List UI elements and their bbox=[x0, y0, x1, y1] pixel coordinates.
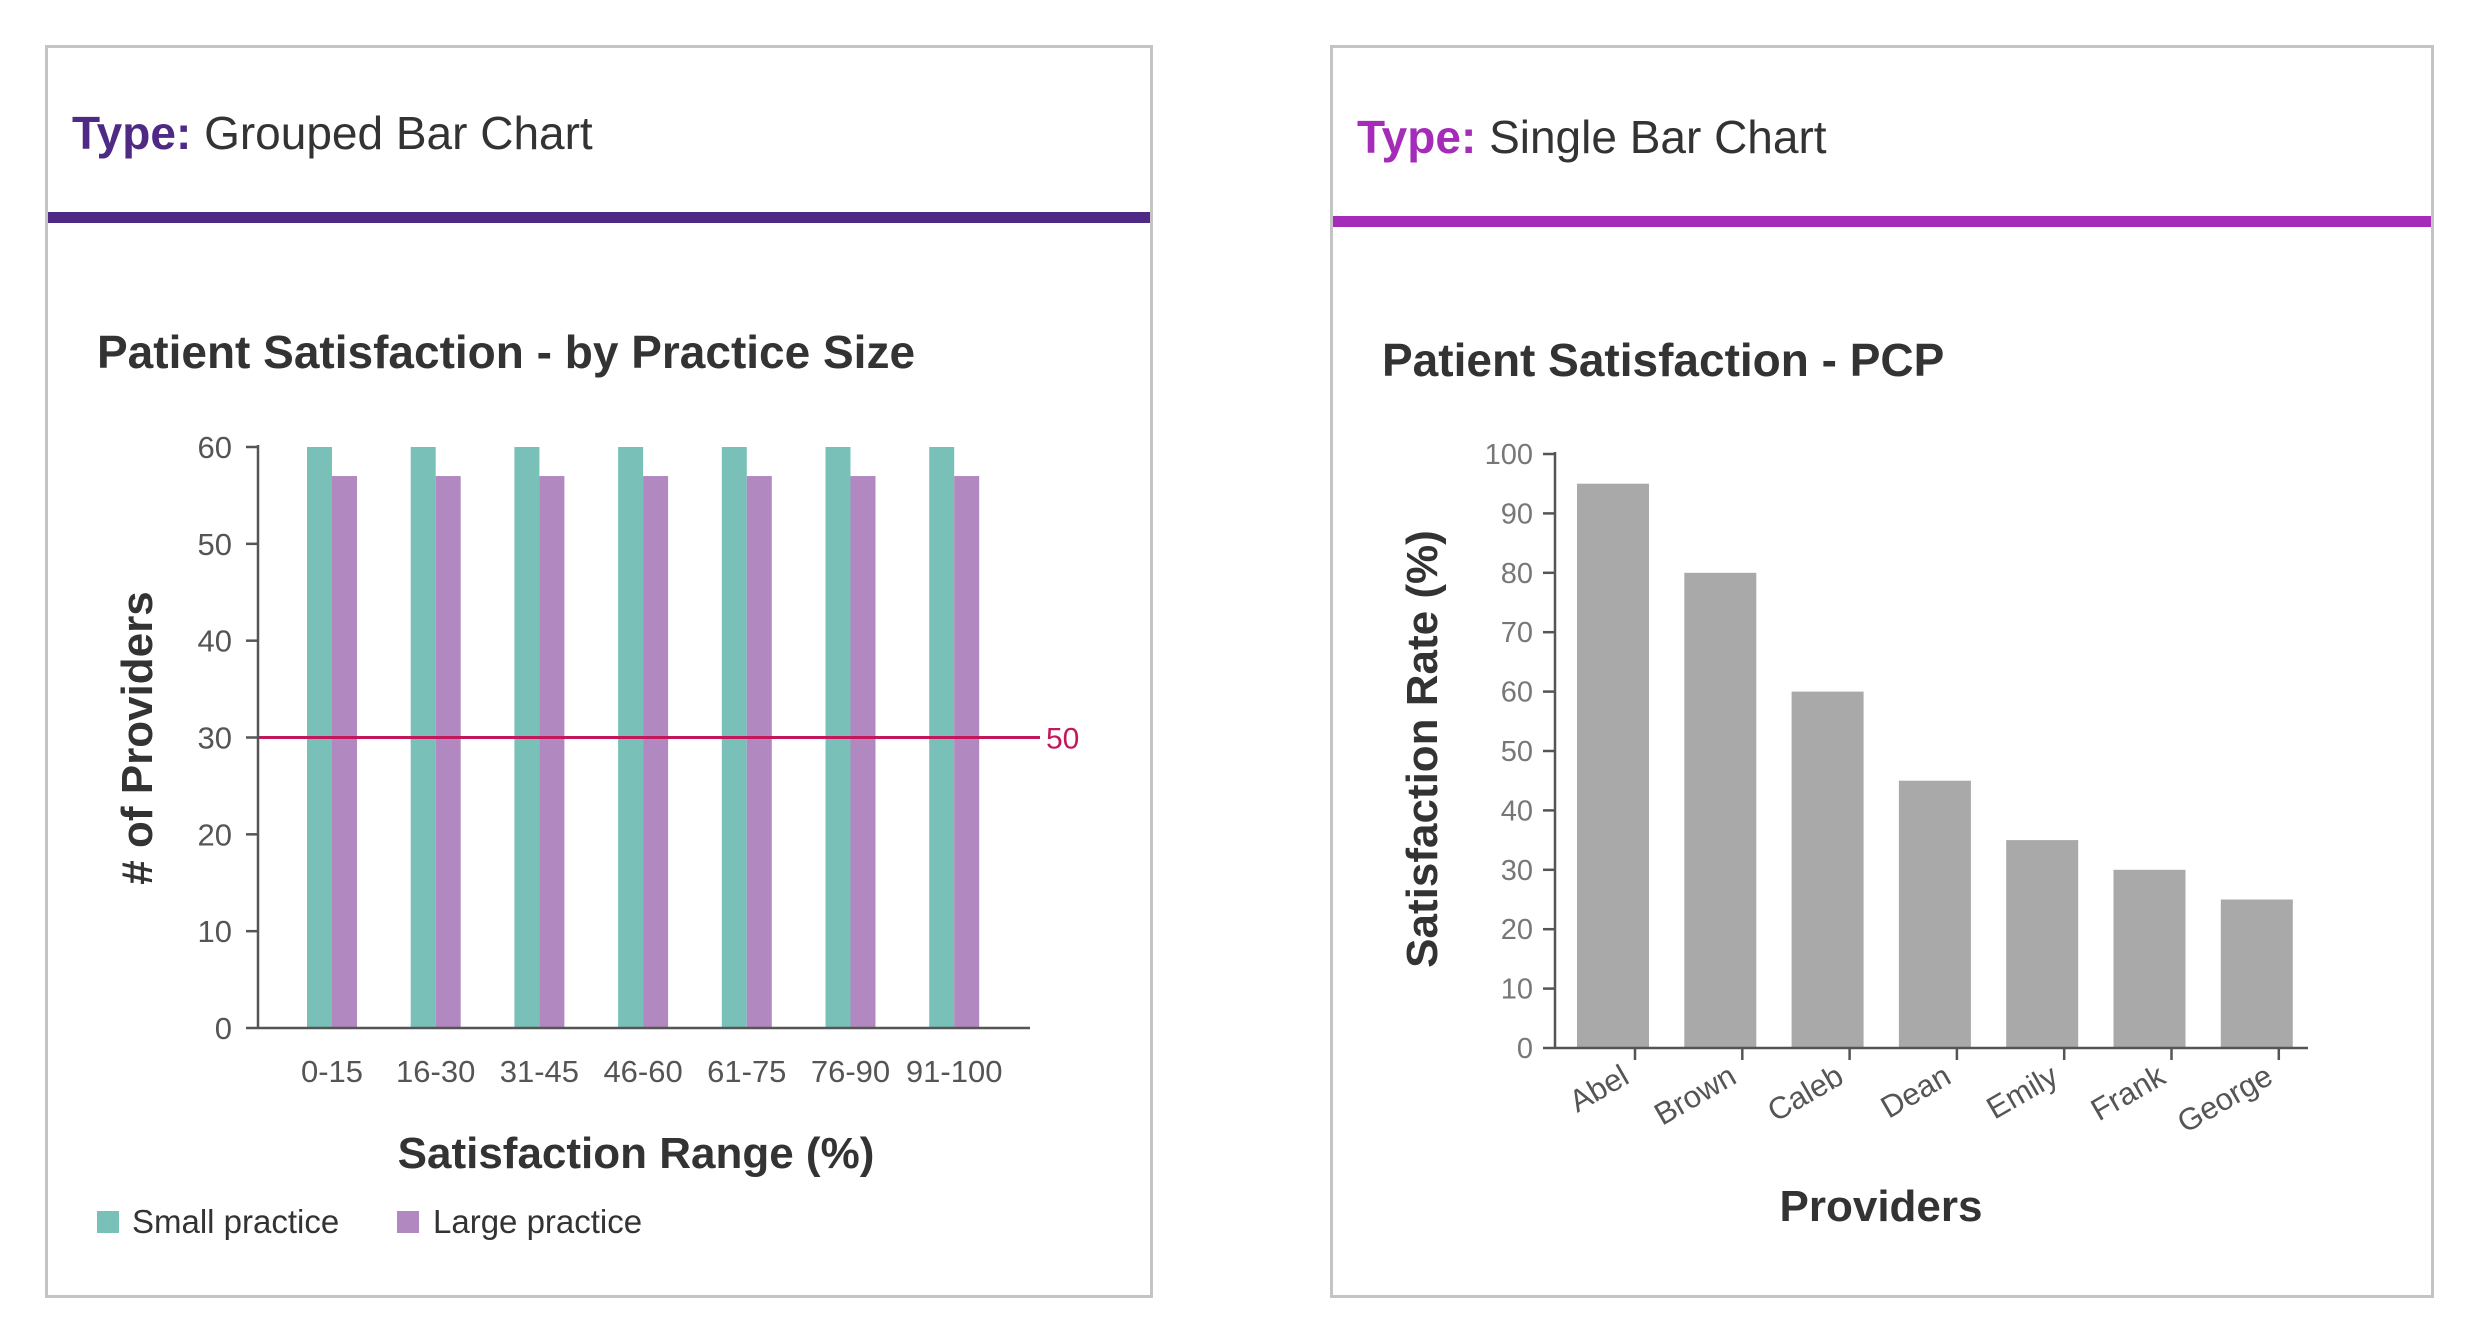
y-tick-label: 20 bbox=[1501, 914, 1533, 946]
y-axis-title: # of Providers bbox=[113, 591, 162, 884]
chart-title: Patient Satisfaction - PCP bbox=[1382, 334, 1944, 386]
y-tick-label: 30 bbox=[1501, 855, 1533, 887]
legend-swatch-large-practice bbox=[397, 1211, 419, 1233]
y-tick-label: 20 bbox=[198, 817, 232, 852]
bar-large-practice bbox=[954, 476, 980, 1028]
y-tick-label: 60 bbox=[198, 430, 232, 465]
x-tick-label: 46-60 bbox=[603, 1054, 682, 1089]
y-tick-label: 0 bbox=[215, 1011, 232, 1046]
reference-line-label: 50 bbox=[1046, 723, 1079, 756]
y-tick-label: 10 bbox=[198, 914, 232, 949]
x-tick-label: 31-45 bbox=[500, 1054, 579, 1089]
provider-bar bbox=[1577, 483, 1649, 1048]
y-tick-label: 30 bbox=[198, 721, 232, 756]
x-tick-label: Dean bbox=[1875, 1058, 1957, 1125]
x-tick-label: 61-75 bbox=[707, 1054, 786, 1089]
chart-title: Patient Satisfaction - by Practice Size bbox=[97, 326, 915, 378]
bar-large-practice bbox=[643, 476, 669, 1028]
type-value: Single Bar Chart bbox=[1489, 111, 1827, 163]
y-tick-label: 40 bbox=[198, 624, 232, 659]
legend-swatch-small-practice bbox=[97, 1211, 119, 1233]
y-tick-label: 40 bbox=[1501, 795, 1533, 827]
x-axis-title: Satisfaction Range (%) bbox=[398, 1129, 875, 1178]
x-tick-label: George bbox=[2171, 1058, 2278, 1140]
bar-large-practice bbox=[435, 476, 461, 1028]
x-tick-label: Frank bbox=[2085, 1058, 2172, 1128]
x-tick-label: Caleb bbox=[1761, 1058, 1849, 1129]
provider-bar bbox=[2113, 869, 2186, 1048]
accent-divider bbox=[1333, 216, 2431, 227]
y-tick-label: 60 bbox=[1501, 677, 1533, 709]
y-tick-label: 70 bbox=[1501, 617, 1533, 649]
y-tick-label: 50 bbox=[1501, 736, 1533, 768]
y-tick-label: 0 bbox=[1517, 1033, 1533, 1065]
y-tick-label: 80 bbox=[1501, 558, 1533, 590]
single-bar-chart-card: Type: Single Bar Chart bbox=[1330, 45, 2434, 1298]
x-tick-label: Brown bbox=[1648, 1058, 1742, 1132]
x-tick-label: 76-90 bbox=[811, 1054, 890, 1089]
provider-bar bbox=[1791, 691, 1864, 1048]
y-tick-label: 10 bbox=[1501, 974, 1533, 1006]
x-tick-label: 91-100 bbox=[906, 1054, 1003, 1089]
x-tick-label: 0-15 bbox=[301, 1054, 363, 1089]
x-tick-label: Emily bbox=[1981, 1058, 2065, 1126]
provider-bar bbox=[2220, 899, 2293, 1048]
type-value: Grouped Bar Chart bbox=[204, 107, 593, 159]
x-tick-label: Abel bbox=[1563, 1058, 1634, 1119]
y-tick-label: 90 bbox=[1501, 498, 1533, 530]
x-tick-label: 16-30 bbox=[396, 1054, 475, 1089]
type-key: Type: bbox=[1357, 111, 1477, 163]
chart-type-label: Type: Grouped Bar Chart bbox=[72, 106, 593, 160]
provider-bar bbox=[1684, 572, 1757, 1048]
legend-label-small-practice: Small practice bbox=[132, 1203, 339, 1240]
bar-large-practice bbox=[850, 476, 876, 1028]
y-tick-label: 50 bbox=[198, 527, 232, 562]
legend-label-large-practice: Large practice bbox=[433, 1203, 642, 1240]
x-axis-title: Providers bbox=[1780, 1182, 1983, 1231]
provider-bar bbox=[1898, 780, 1971, 1048]
bar-large-practice bbox=[539, 476, 565, 1028]
type-key: Type: bbox=[72, 107, 192, 159]
y-axis-title: Satisfaction Rate (%) bbox=[1398, 530, 1447, 968]
y-tick-label: 100 bbox=[1485, 439, 1533, 471]
bar-large-practice bbox=[746, 476, 772, 1028]
chart-type-label: Type: Single Bar Chart bbox=[1357, 110, 1827, 164]
provider-bar bbox=[2006, 840, 2079, 1048]
accent-divider bbox=[48, 212, 1150, 223]
bar-large-practice bbox=[332, 476, 357, 1028]
